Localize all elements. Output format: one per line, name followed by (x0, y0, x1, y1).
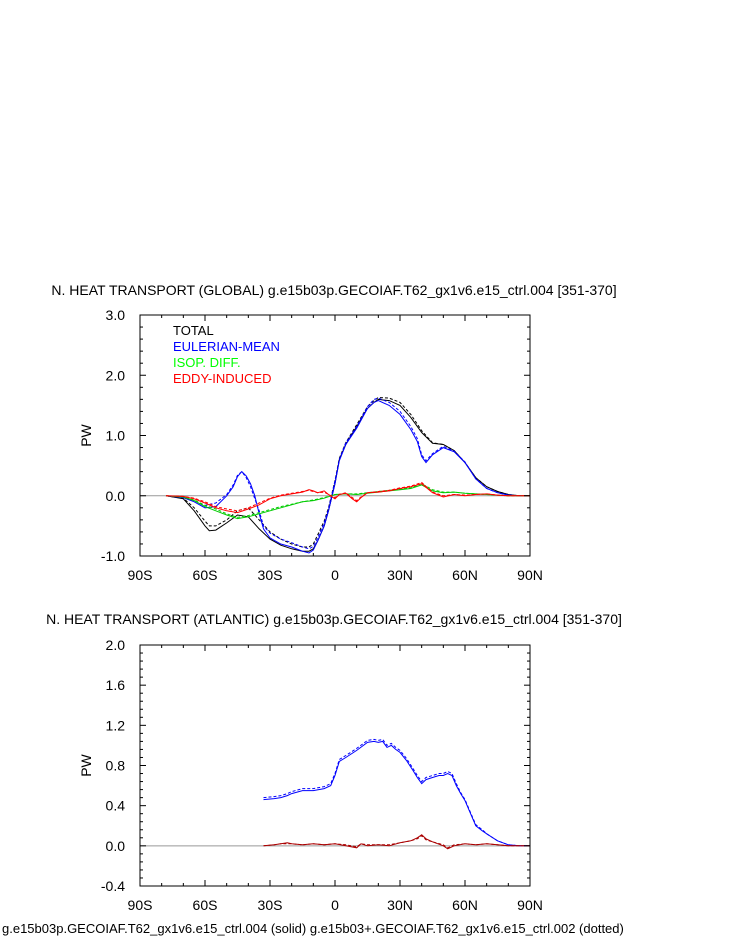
series-line-total-solid (165, 398, 530, 552)
chart-title: N. HEAT TRANSPORT (GLOBAL) g.e15b03p.GEC… (51, 282, 616, 298)
series-line-eddy-induced-solid (165, 483, 530, 514)
x-tick-label: 30N (387, 567, 413, 583)
x-tick-label: 0 (331, 567, 339, 583)
y-tick-label: 0.0 (106, 838, 126, 854)
series-line-eulerian-mean-solid (165, 400, 530, 554)
series-line-eulerian-mean-dotted (263, 738, 530, 847)
series-line-total-dotted (165, 396, 530, 548)
atlantic-heat-transport-panel: N. HEAT TRANSPORT (ATLANTIC) g.e15b03p.G… (46, 611, 622, 913)
y-tick-label: 2.0 (106, 637, 126, 653)
x-tick-label: 60N (452, 897, 478, 913)
x-tick-label: 90S (128, 567, 153, 583)
x-tick-label: 90S (128, 897, 153, 913)
y-tick-label: -0.4 (101, 878, 125, 894)
footer-caption: g.e15b03p.GECOIAF.T62_gx1v6.e15_ctrl.004… (2, 921, 624, 936)
y-tick-label: 0.8 (106, 758, 126, 774)
x-tick-label: 60S (193, 567, 218, 583)
x-tick-label: 90N (517, 567, 543, 583)
y-tick-label: -1.0 (101, 548, 125, 564)
chart-title: N. HEAT TRANSPORT (ATLANTIC) g.e15b03p.G… (46, 611, 622, 627)
y-tick-label: 0.4 (106, 798, 126, 814)
y-tick-label: 0.0 (106, 488, 126, 504)
y-tick-label: 1.0 (106, 428, 126, 444)
x-tick-label: 60N (452, 567, 478, 583)
series-line-eddy-induced-dotted (165, 481, 530, 512)
series-line-isop-diff-dotted (165, 483, 530, 518)
x-tick-label: 60S (193, 897, 218, 913)
series-line-eulerian-mean-solid (263, 740, 530, 847)
y-tick-label: 3.0 (106, 307, 126, 323)
y-tick-label: 2.0 (106, 367, 126, 383)
series-line-eddy-induced-solid (263, 834, 530, 850)
y-tick-label: 1.2 (106, 717, 126, 733)
x-tick-label: 30S (258, 897, 283, 913)
legend-entry: EDDY-INDUCED (173, 371, 271, 386)
legend-entry: TOTAL (173, 323, 214, 338)
x-tick-label: 30S (258, 567, 283, 583)
y-axis-label: PW (78, 423, 94, 446)
y-tick-label: 1.6 (106, 677, 126, 693)
x-tick-label: 0 (331, 897, 339, 913)
x-tick-label: 90N (517, 897, 543, 913)
legend-entry: ISOP. DIFF. (173, 355, 241, 370)
plot-frame (139, 644, 531, 887)
series-line-eulerian-mean-dotted (165, 397, 530, 550)
legend-entry: EULERIAN-MEAN (173, 339, 280, 354)
x-tick-label: 30N (387, 897, 413, 913)
y-axis-label: PW (78, 753, 94, 776)
global-heat-transport-panel: N. HEAT TRANSPORT (GLOBAL) g.e15b03p.GEC… (51, 282, 616, 583)
